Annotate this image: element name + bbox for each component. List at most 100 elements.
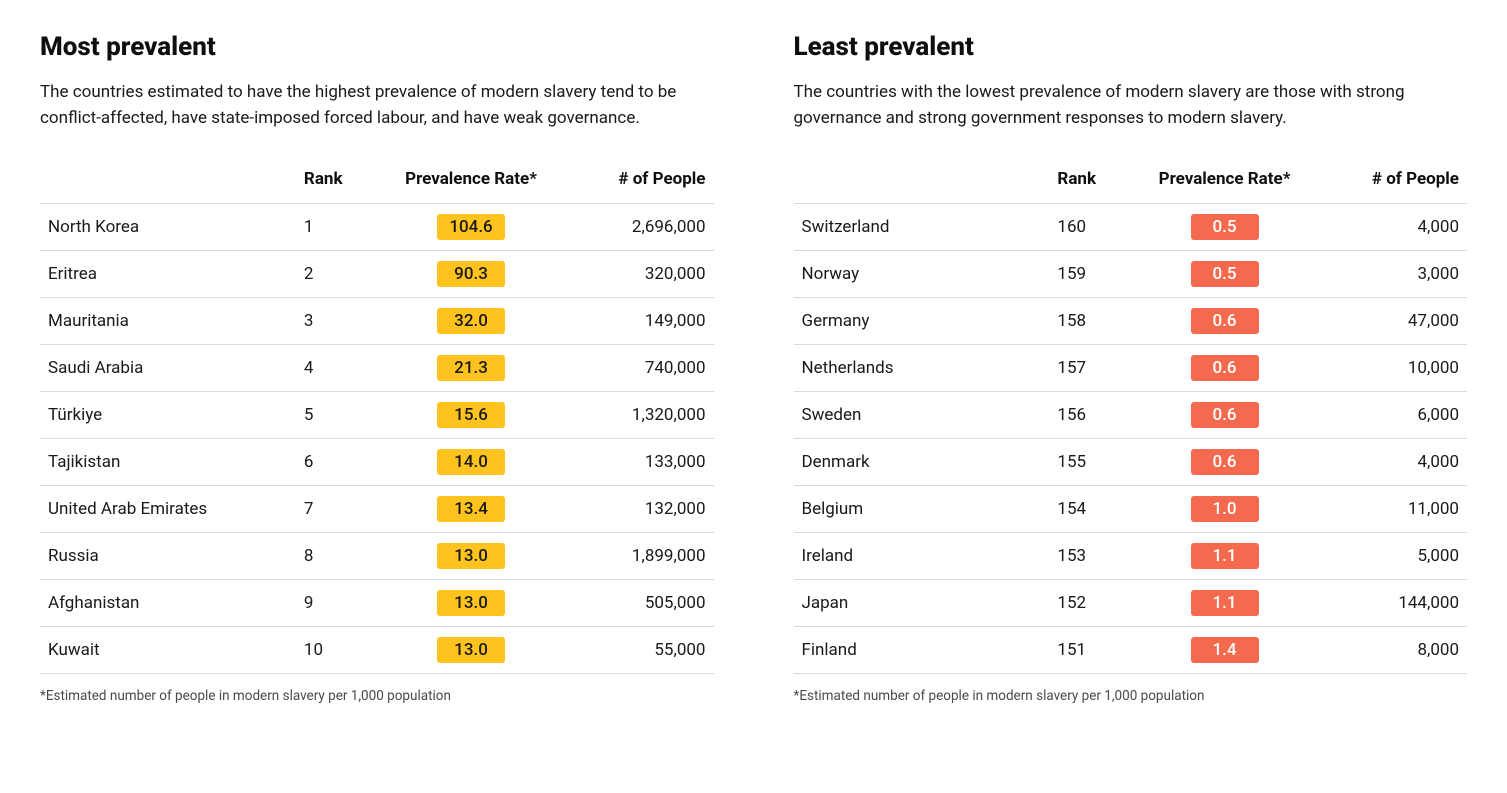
cell-rank: 154 bbox=[1049, 486, 1130, 533]
cell-prevalence-rate: 104.6 bbox=[377, 204, 566, 251]
cell-prevalence-rate: 13.4 bbox=[377, 486, 566, 533]
cell-prevalence-rate: 13.0 bbox=[377, 580, 566, 627]
table-row: Mauritania3 32.0 149,000 bbox=[40, 298, 714, 345]
panel-most-prevalent: Most prevalent The countries estimated t… bbox=[40, 32, 714, 704]
cell-people: 47,000 bbox=[1319, 298, 1467, 345]
prevalence-badge: 13.0 bbox=[437, 637, 505, 663]
cell-people: 4,000 bbox=[1319, 439, 1467, 486]
table-row: Tajikistan614.0133,000 bbox=[40, 439, 714, 486]
prevalence-badge: 32.0 bbox=[437, 308, 505, 334]
prevalence-badge: 21.3 bbox=[437, 355, 505, 381]
prevalence-badge: 13.4 bbox=[437, 496, 505, 522]
col-header-rank: Rank bbox=[296, 159, 377, 204]
table-most-prevalent: Rank Prevalence Rate* # of People North … bbox=[40, 159, 714, 674]
cell-country: Türkiye bbox=[40, 392, 296, 439]
cell-rank: 157 bbox=[1049, 345, 1130, 392]
cell-prevalence-rate: 15.6 bbox=[377, 392, 566, 439]
table-row: Belgium1541.011,000 bbox=[794, 486, 1468, 533]
table-row: Türkiye515.61,320,000 bbox=[40, 392, 714, 439]
cell-country: Denmark bbox=[794, 439, 1050, 486]
cell-prevalence-rate: 14.0 bbox=[377, 439, 566, 486]
cell-people: 144,000 bbox=[1319, 580, 1467, 627]
panel-desc-most: The countries estimated to have the high… bbox=[40, 80, 680, 131]
tbody-least: Switzerland1600.54,000Norway1590.53,000G… bbox=[794, 204, 1468, 674]
cell-country: Eritrea bbox=[40, 251, 296, 298]
cell-country: Netherlands bbox=[794, 345, 1050, 392]
table-row: Ireland1531.15,000 bbox=[794, 533, 1468, 580]
cell-country: United Arab Emirates bbox=[40, 486, 296, 533]
comparison-tables: Most prevalent The countries estimated t… bbox=[0, 0, 1507, 736]
cell-country: Saudi Arabia bbox=[40, 345, 296, 392]
cell-country: Russia bbox=[40, 533, 296, 580]
cell-rank: 159 bbox=[1049, 251, 1130, 298]
prevalence-badge: 0.6 bbox=[1191, 355, 1259, 381]
cell-rank: 156 bbox=[1049, 392, 1130, 439]
table-row: Netherlands157 0.6 10,000 bbox=[794, 345, 1468, 392]
cell-prevalence-rate: 21.3 bbox=[377, 345, 566, 392]
panel-title-least: Least prevalent bbox=[794, 32, 1468, 62]
cell-prevalence-rate: 32.0 bbox=[377, 298, 566, 345]
cell-prevalence-rate: 1.0 bbox=[1130, 486, 1319, 533]
panel-desc-least: The countries with the lowest prevalence… bbox=[794, 80, 1434, 131]
cell-country: Afghanistan bbox=[40, 580, 296, 627]
cell-prevalence-rate: 0.6 bbox=[1130, 392, 1319, 439]
cell-country: Mauritania bbox=[40, 298, 296, 345]
table-row: Switzerland1600.54,000 bbox=[794, 204, 1468, 251]
cell-people: 4,000 bbox=[1319, 204, 1467, 251]
cell-country: Germany bbox=[794, 298, 1050, 345]
cell-rank: 152 bbox=[1049, 580, 1130, 627]
table-row: Russia813.01,899,000 bbox=[40, 533, 714, 580]
prevalence-badge: 0.6 bbox=[1191, 402, 1259, 428]
cell-rank: 9 bbox=[296, 580, 377, 627]
col-header-people: # of People bbox=[1319, 159, 1467, 204]
table-row: United Arab Emirates7 13.4 132,000 bbox=[40, 486, 714, 533]
col-header-rate: Prevalence Rate* bbox=[1130, 159, 1319, 204]
cell-prevalence-rate: 1.1 bbox=[1130, 580, 1319, 627]
panel-least-prevalent: Least prevalent The countries with the l… bbox=[794, 32, 1468, 704]
cell-people: 6,000 bbox=[1319, 392, 1467, 439]
prevalence-badge: 13.0 bbox=[437, 590, 505, 616]
prevalence-badge: 13.0 bbox=[437, 543, 505, 569]
cell-people: 132,000 bbox=[565, 486, 713, 533]
cell-rank: 7 bbox=[296, 486, 377, 533]
cell-prevalence-rate: 0.6 bbox=[1130, 345, 1319, 392]
col-header-country bbox=[794, 159, 1050, 204]
cell-country: Norway bbox=[794, 251, 1050, 298]
cell-country: Kuwait bbox=[40, 627, 296, 674]
prevalence-badge: 1.1 bbox=[1191, 543, 1259, 569]
cell-rank: 4 bbox=[296, 345, 377, 392]
table-row: North Korea1104.62,696,000 bbox=[40, 204, 714, 251]
cell-people: 5,000 bbox=[1319, 533, 1467, 580]
col-header-country bbox=[40, 159, 296, 204]
cell-rank: 5 bbox=[296, 392, 377, 439]
panel-title-most: Most prevalent bbox=[40, 32, 714, 62]
cell-prevalence-rate: 0.5 bbox=[1130, 204, 1319, 251]
cell-rank: 3 bbox=[296, 298, 377, 345]
prevalence-badge: 1.0 bbox=[1191, 496, 1259, 522]
cell-people: 133,000 bbox=[565, 439, 713, 486]
table-row: Norway1590.53,000 bbox=[794, 251, 1468, 298]
table-row: Afghanistan9 13.0 505,000 bbox=[40, 580, 714, 627]
table-least-prevalent: Rank Prevalence Rate* # of People Switze… bbox=[794, 159, 1468, 674]
col-header-rate: Prevalence Rate* bbox=[377, 159, 566, 204]
prevalence-badge: 1.4 bbox=[1191, 637, 1259, 663]
cell-rank: 155 bbox=[1049, 439, 1130, 486]
cell-country: Switzerland bbox=[794, 204, 1050, 251]
cell-country: Japan bbox=[794, 580, 1050, 627]
cell-people: 505,000 bbox=[565, 580, 713, 627]
footnote-most: *Estimated number of people in modern sl… bbox=[40, 688, 714, 704]
cell-rank: 8 bbox=[296, 533, 377, 580]
cell-people: 55,000 bbox=[565, 627, 713, 674]
cell-country: Belgium bbox=[794, 486, 1050, 533]
cell-people: 2,696,000 bbox=[565, 204, 713, 251]
cell-rank: 160 bbox=[1049, 204, 1130, 251]
col-header-rank: Rank bbox=[1049, 159, 1130, 204]
prevalence-badge: 0.6 bbox=[1191, 308, 1259, 334]
cell-rank: 151 bbox=[1049, 627, 1130, 674]
cell-people: 10,000 bbox=[1319, 345, 1467, 392]
table-row: Saudi Arabia421.3740,000 bbox=[40, 345, 714, 392]
cell-people: 149,000 bbox=[565, 298, 713, 345]
footnote-least: *Estimated number of people in modern sl… bbox=[794, 688, 1468, 704]
table-row: Finland1511.48,000 bbox=[794, 627, 1468, 674]
cell-rank: 2 bbox=[296, 251, 377, 298]
